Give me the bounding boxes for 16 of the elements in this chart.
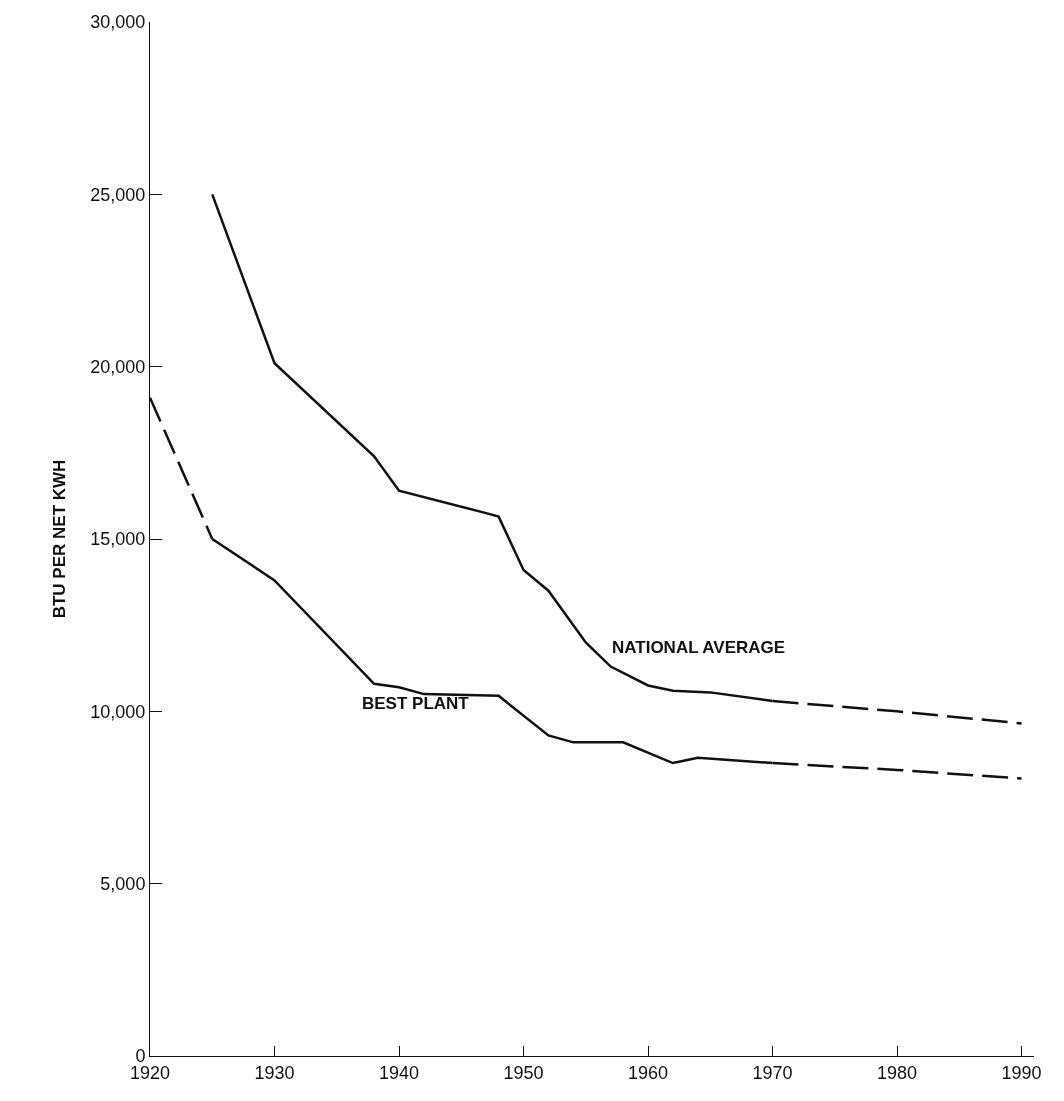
x-tick-label: 1950 (503, 1062, 544, 1083)
x-tick-label: 1980 (877, 1062, 918, 1083)
series-label: BEST PLANT (362, 694, 470, 713)
y-tick-label: 30,000 (90, 12, 146, 33)
y-tick-label: 20,000 (90, 356, 146, 377)
y-axis-title: BTU PER NET KWH (49, 459, 69, 619)
x-tick-label: 1930 (254, 1062, 295, 1083)
x-tick-label: 1960 (628, 1062, 669, 1083)
y-tick-label: 25,000 (90, 184, 146, 205)
y-tick-label: 15,000 (90, 529, 146, 550)
y-tick-label: 5,000 (100, 873, 146, 894)
x-tick-label: 1990 (1001, 1062, 1042, 1083)
x-tick-label: 1970 (752, 1062, 793, 1083)
series-label: NATIONAL AVERAGE (612, 638, 786, 657)
x-tick-label: 1940 (378, 1062, 420, 1083)
y-tick-label: 10,000 (90, 701, 146, 722)
